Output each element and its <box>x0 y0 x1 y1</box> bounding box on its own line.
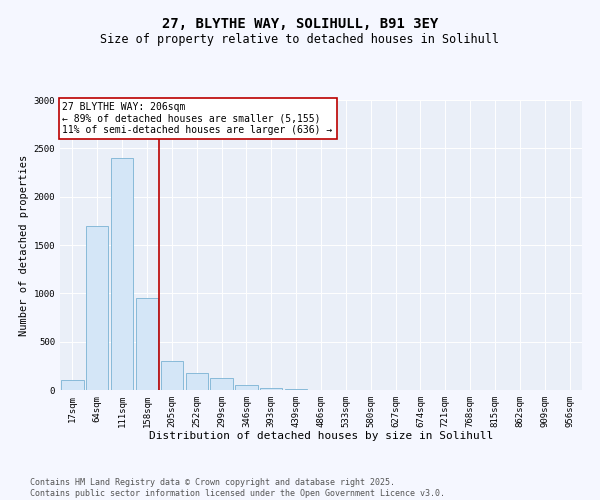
Bar <box>235 385 257 390</box>
Bar <box>285 389 307 390</box>
Bar <box>211 378 233 390</box>
Bar <box>61 380 83 390</box>
Text: Size of property relative to detached houses in Solihull: Size of property relative to detached ho… <box>101 32 499 46</box>
Text: 27 BLYTHE WAY: 206sqm
← 89% of detached houses are smaller (5,155)
11% of semi-d: 27 BLYTHE WAY: 206sqm ← 89% of detached … <box>62 102 333 135</box>
Bar <box>185 373 208 390</box>
Bar <box>260 388 283 390</box>
X-axis label: Distribution of detached houses by size in Solihull: Distribution of detached houses by size … <box>149 432 493 442</box>
Bar <box>161 361 183 390</box>
Y-axis label: Number of detached properties: Number of detached properties <box>19 154 29 336</box>
Text: 27, BLYTHE WAY, SOLIHULL, B91 3EY: 27, BLYTHE WAY, SOLIHULL, B91 3EY <box>162 18 438 32</box>
Text: Contains HM Land Registry data © Crown copyright and database right 2025.
Contai: Contains HM Land Registry data © Crown c… <box>30 478 445 498</box>
Bar <box>86 226 109 390</box>
Bar <box>136 298 158 390</box>
Bar <box>111 158 133 390</box>
